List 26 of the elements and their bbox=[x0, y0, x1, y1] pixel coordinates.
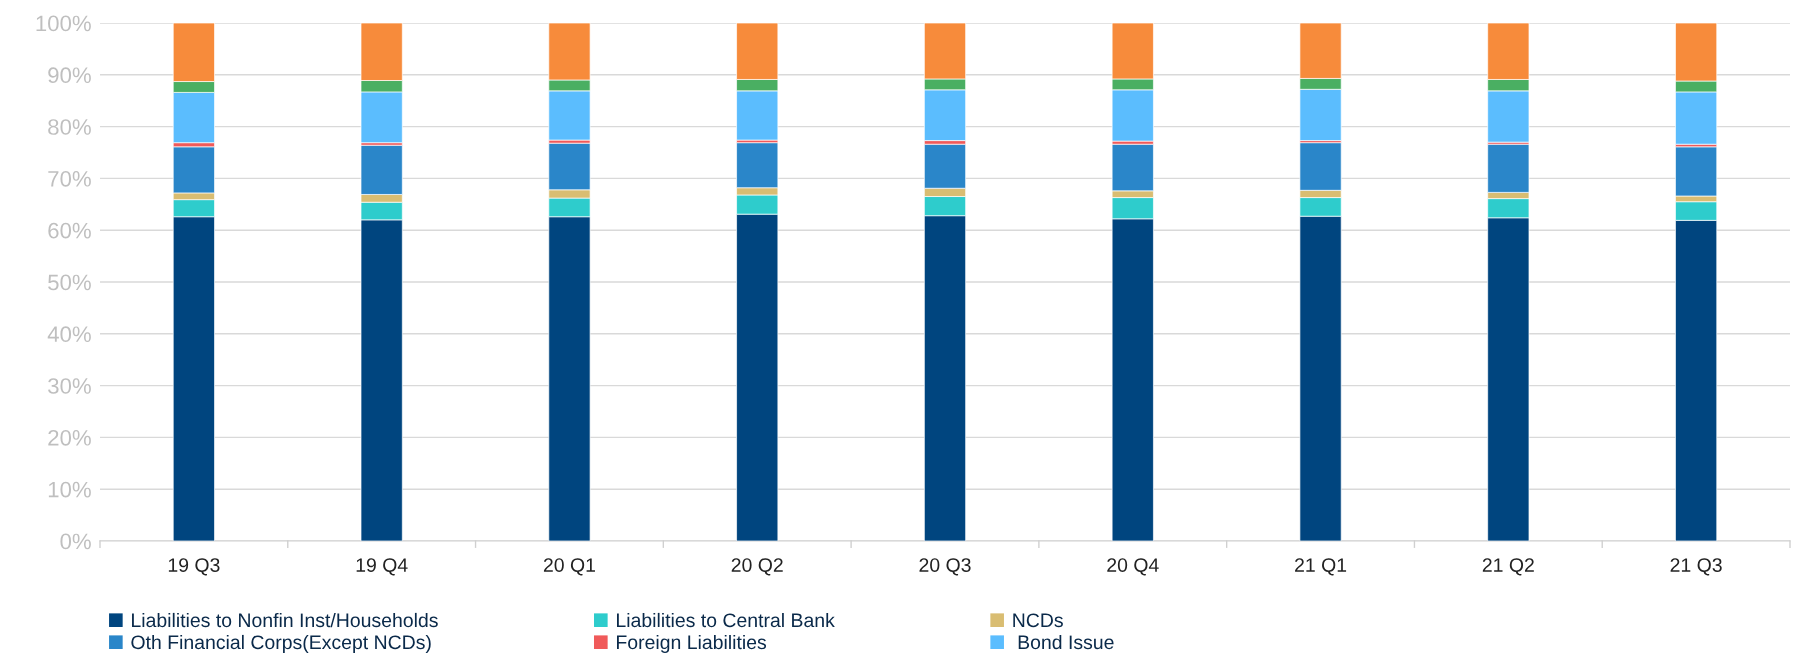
y-tick-label: 100% bbox=[36, 15, 91, 32]
legend-label: Bond Issue bbox=[1018, 634, 1114, 650]
legend-label: Liabilities to Nonfin Inst/Households bbox=[132, 612, 438, 628]
x-tick-label: 20 Q3 bbox=[919, 558, 971, 576]
x-tick-label: 21 Q3 bbox=[1670, 558, 1722, 576]
legend-label: NCDs bbox=[1013, 613, 1063, 628]
y-tick-label: 0% bbox=[60, 533, 91, 550]
x-tick-label: 20 Q4 bbox=[1107, 558, 1159, 576]
y-tick-label: 20% bbox=[48, 429, 91, 446]
x-tick-label: 20 Q1 bbox=[543, 558, 595, 576]
y-tick-label: 90% bbox=[48, 67, 91, 84]
x-tick-label: 20 Q2 bbox=[731, 558, 783, 576]
x-tick-label: 21 Q1 bbox=[1295, 558, 1347, 576]
legend-label: Liabilities to Central Bank bbox=[617, 612, 835, 628]
y-tick-label: 50% bbox=[48, 274, 91, 291]
legend-label: Oth Financial Corps(Except NCDs) bbox=[131, 634, 431, 654]
x-tick-label: 19 Q4 bbox=[356, 558, 408, 576]
x-tick-label: 19 Q3 bbox=[168, 558, 220, 576]
y-tick-label: 70% bbox=[48, 170, 91, 187]
y-tick-label: 60% bbox=[48, 222, 91, 239]
y-tick-label: 40% bbox=[47, 326, 91, 343]
y-tick-label: 10% bbox=[48, 481, 91, 498]
y-tick-label: 80% bbox=[48, 119, 91, 135]
x-tick-label: 21 Q2 bbox=[1482, 558, 1534, 576]
y-tick-label: 30% bbox=[48, 378, 91, 394]
legend-label: Foreign Liabilities bbox=[617, 634, 767, 654]
